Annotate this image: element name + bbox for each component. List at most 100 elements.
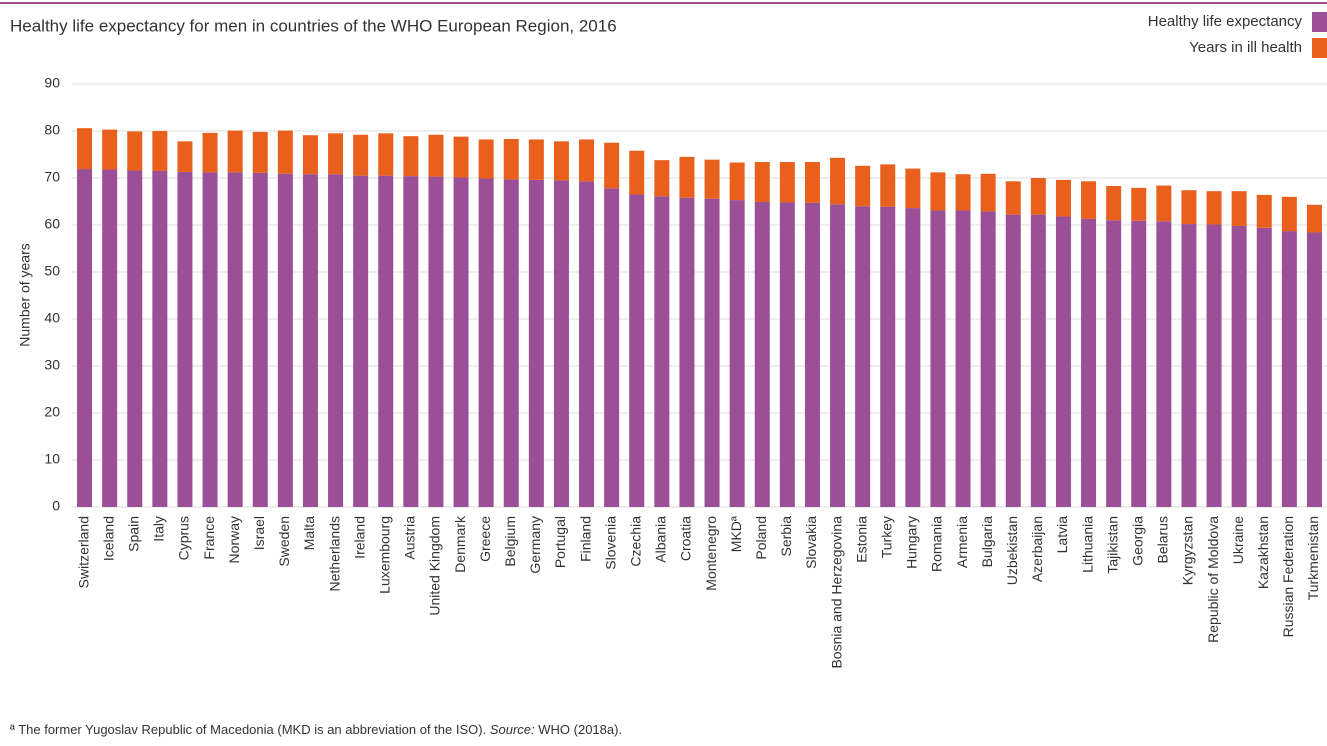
bar-segment xyxy=(1081,181,1097,219)
bar-segment xyxy=(754,162,770,202)
bar-segment xyxy=(779,162,795,203)
bar-segment xyxy=(102,169,118,508)
x-tick-label: Sweden xyxy=(276,516,292,567)
x-tick-label: Italy xyxy=(151,516,167,542)
x-tick-label: Georgia xyxy=(1129,516,1145,566)
bar-segment xyxy=(1231,225,1247,507)
bar-segment xyxy=(353,175,369,507)
bar-segment xyxy=(328,133,344,175)
y-tick-label: 0 xyxy=(52,498,60,514)
bar-segment xyxy=(553,180,569,507)
bar-segment xyxy=(127,131,143,171)
bar-segment xyxy=(152,170,168,507)
bar-segment xyxy=(252,172,268,507)
bar-segment xyxy=(553,141,569,181)
bar-segment xyxy=(277,130,293,174)
bar-segment xyxy=(1106,185,1122,221)
x-tick-label: Spain xyxy=(125,516,141,552)
x-tick-label: Hungary xyxy=(904,516,920,569)
x-tick-label: Tajikistan xyxy=(1104,516,1120,574)
bar-segment xyxy=(227,172,243,508)
x-tick-label: Malta xyxy=(301,516,317,550)
bar-segment xyxy=(1030,178,1046,215)
bar-segment xyxy=(478,139,494,179)
bar-segment xyxy=(1206,224,1222,507)
x-tick-label: Greece xyxy=(477,516,493,562)
x-tick-label: Switzerland xyxy=(75,516,91,588)
bar-segment xyxy=(1005,181,1021,215)
x-tick-label: Ukraine xyxy=(1230,516,1246,564)
y-tick-label: 60 xyxy=(44,216,60,232)
bar-segment xyxy=(579,139,595,182)
x-tick-label: Uzbekistan xyxy=(1004,516,1020,585)
bar-segment xyxy=(252,131,268,173)
x-tick-label: Kazakhstan xyxy=(1255,516,1271,589)
bar-segment xyxy=(77,169,93,507)
bar-segment xyxy=(302,135,318,175)
bar-segment xyxy=(177,171,193,507)
legend-swatch xyxy=(1312,12,1327,32)
bar-segment xyxy=(1055,179,1071,217)
bar-segment xyxy=(880,206,896,508)
bar-segment xyxy=(980,211,996,507)
bar-segment xyxy=(127,170,143,508)
bar-segment xyxy=(378,175,394,507)
bar-segment xyxy=(77,128,93,170)
bar-segment xyxy=(503,138,519,180)
x-tick-label: Belarus xyxy=(1155,516,1171,563)
bar-segment xyxy=(1030,214,1046,507)
x-tick-label: Latvia xyxy=(1054,516,1070,554)
bar-segment xyxy=(654,196,670,507)
bar-segment xyxy=(629,150,645,195)
x-tick-label: Lithuania xyxy=(1079,516,1095,573)
legend-label: Years in ill health xyxy=(1189,39,1302,56)
bar-segment xyxy=(880,164,896,207)
x-tick-label: Azerbaijan xyxy=(1029,516,1045,582)
x-tick-label: Republic of Moldova xyxy=(1205,516,1221,643)
bar-segment xyxy=(152,131,168,171)
bar-segment xyxy=(654,160,670,197)
x-tick-label: Bosnia and Herzegovina xyxy=(828,516,844,669)
bar-segment xyxy=(804,162,820,203)
x-tick-label: Bulgaria xyxy=(979,516,995,568)
x-tick-label: Germany xyxy=(527,516,543,574)
bar-segment xyxy=(830,157,846,205)
bar-segment xyxy=(1256,194,1272,228)
bar-segment xyxy=(754,201,770,507)
x-tick-label: Kyrgyzstan xyxy=(1180,516,1196,585)
bar-segment xyxy=(704,159,720,199)
bar-segment xyxy=(930,172,946,211)
bar-segment xyxy=(729,200,745,507)
x-tick-label: Finland xyxy=(577,516,593,562)
y-tick-label: 10 xyxy=(44,451,60,467)
x-tick-label: Ireland xyxy=(351,516,367,559)
y-tick-label: 30 xyxy=(44,357,60,373)
bar-segment xyxy=(855,206,871,507)
bar-segment xyxy=(428,134,444,177)
bar-segment xyxy=(1156,185,1172,222)
bar-segment xyxy=(1181,190,1197,225)
bar-segment xyxy=(905,208,921,507)
bar-segment xyxy=(453,177,469,507)
bar-segment xyxy=(579,181,595,508)
source-label: Source: xyxy=(490,722,535,737)
bar-segment xyxy=(1256,227,1272,507)
bar-segment xyxy=(779,202,795,507)
bar-segment xyxy=(980,173,996,212)
bar-segment xyxy=(955,210,971,507)
legend-label: Healthy life expectancy xyxy=(1148,13,1303,30)
x-tick-label: Luxembourg xyxy=(376,516,392,594)
x-tick-label: Croatia xyxy=(678,516,694,561)
bar-segment xyxy=(453,136,469,178)
bar-segment xyxy=(1156,221,1172,508)
x-tick-label: United Kingdom xyxy=(427,516,443,616)
y-tick-label: 70 xyxy=(44,169,60,185)
bar-segment xyxy=(804,202,820,507)
bar-segment xyxy=(528,179,544,507)
bar-segment xyxy=(1231,191,1247,226)
bar-segment xyxy=(1131,187,1147,221)
bar-segment xyxy=(1081,218,1097,507)
y-tick-label: 80 xyxy=(44,122,60,138)
x-tick-label: Montenegro xyxy=(703,516,719,591)
